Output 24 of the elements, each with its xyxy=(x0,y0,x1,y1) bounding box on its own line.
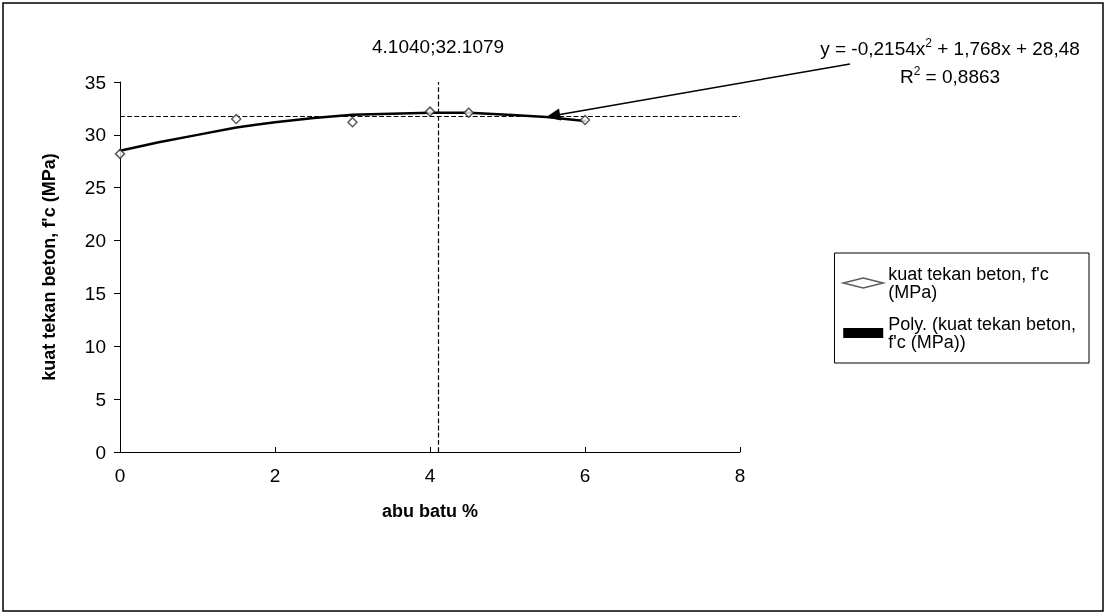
x-tick-label: 2 xyxy=(269,465,281,486)
x-tick-label: 8 xyxy=(734,465,746,486)
y-tick-label: 35 xyxy=(84,71,106,93)
y-tick-label: 20 xyxy=(84,230,106,252)
y-axis-title: kuat tekan beton, f'c (MPa) xyxy=(39,153,59,381)
x-tick-label: 0 xyxy=(114,465,126,486)
point xyxy=(114,148,126,160)
x-axis-title: abu batu % xyxy=(381,501,479,521)
y-tick-label: 10 xyxy=(84,335,106,357)
point xyxy=(579,114,591,126)
y-tick-label: 30 xyxy=(84,124,106,146)
y-tick-label: 25 xyxy=(84,177,106,199)
annotation: 4.1040;32.1079 xyxy=(372,36,505,58)
legend-label: kuat tekan beton, f'c (MPa) xyxy=(888,264,1054,302)
y-tick-label: 0 xyxy=(95,441,106,463)
point xyxy=(424,106,436,117)
x-tick-label: 6 xyxy=(579,465,591,486)
x-tick-label: 4 xyxy=(424,465,436,486)
y-tick-label: 5 xyxy=(95,388,106,410)
point xyxy=(463,107,474,118)
point xyxy=(231,113,242,125)
y-tick-label: 15 xyxy=(84,282,106,304)
legend-label: Poly. (kuat tekan beton, f'c (MPa)) xyxy=(888,314,1081,352)
point xyxy=(347,116,358,128)
